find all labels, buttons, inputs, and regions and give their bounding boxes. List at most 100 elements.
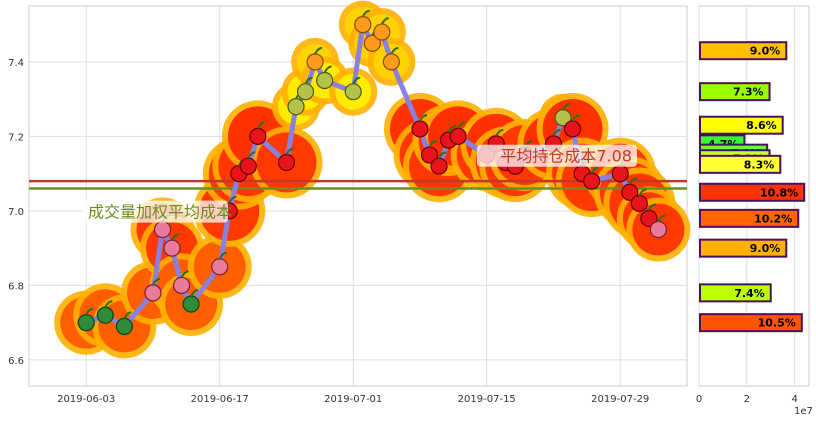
- y-tick-label: 7.2: [8, 132, 24, 143]
- fruit-marker: [382, 53, 400, 71]
- cost-labels: 成交量加权平均成本 平均持仓成本7.08: [83, 144, 637, 223]
- fruit-marker: [77, 314, 95, 332]
- y-tick-label: 7.0: [8, 207, 24, 218]
- fruit-marker: [144, 284, 162, 302]
- fruit-leaf: [571, 113, 580, 122]
- volume-x-tick-label: 0: [696, 394, 702, 405]
- volume-bar: [699, 283, 772, 303]
- fruit-marker: [296, 83, 315, 101]
- fruit-marker: [411, 120, 429, 138]
- volume-bar: [699, 182, 806, 202]
- fruit-marker: [211, 258, 229, 276]
- fruit-leaf: [562, 102, 571, 111]
- volume-bar-label: 10.8%: [760, 186, 798, 199]
- y-tick-label: 6.8: [8, 281, 24, 292]
- fruit-leaf: [190, 289, 199, 297]
- fruit-leaf: [352, 76, 361, 85]
- fruit-leaf: [361, 9, 370, 18]
- fruit-leaf: [380, 17, 389, 25]
- fruit-marker: [563, 120, 582, 138]
- fruit-marker: [277, 153, 296, 172]
- volume-bar: [699, 154, 782, 174]
- volume-bar: [699, 313, 803, 333]
- fruit-marker: [172, 276, 191, 295]
- fruit-leaf: [323, 65, 332, 73]
- fruit-leaf: [256, 121, 265, 129]
- fruit-marker: [373, 23, 391, 41]
- fruit-marker: [115, 317, 133, 335]
- volume-bar-label: 9.0%: [750, 242, 781, 255]
- cost-label: 成交量加权平均成本: [88, 203, 232, 222]
- fruit-leaf: [247, 151, 256, 159]
- fruit-marker: [306, 53, 324, 71]
- fruit-marker: [611, 165, 629, 183]
- volume-x-tick-label: 2: [744, 394, 750, 405]
- fruit-leaf: [657, 214, 666, 222]
- x-tick-label: 2019-06-17: [191, 394, 249, 405]
- volume-bar: [699, 238, 788, 258]
- volume-bar-label: 8.6%: [746, 119, 777, 132]
- fruit-marker: [316, 71, 334, 90]
- fruit-marker: [344, 83, 362, 101]
- fruit-marker: [649, 220, 667, 239]
- fruit-leaf: [85, 307, 94, 316]
- volume-bar-label: 7.4%: [734, 287, 765, 300]
- volume-bar: [699, 82, 771, 102]
- fruit-leaf: [171, 233, 180, 241]
- volume-bars: 9.0%7.3%8.6%4.7%7.0%7.3%8.3%10.8%10.2%9.…: [699, 41, 806, 333]
- x-tick-label: 2019-07-15: [458, 394, 516, 405]
- fruit-leaf: [304, 76, 313, 85]
- fruit-marker: [182, 295, 200, 313]
- volume-bar-label: 10.5%: [758, 317, 796, 330]
- volume-bar: [699, 115, 784, 135]
- volume-bar-label: 7.3%: [733, 86, 764, 99]
- x-tick-label: 2019-06-03: [57, 394, 115, 405]
- fruit-marker: [630, 194, 648, 213]
- volume-bar: [699, 41, 788, 61]
- fruit-leaf: [218, 251, 227, 260]
- fruit-marker: [96, 306, 114, 324]
- x-tick-label: 2019-07-01: [324, 394, 382, 405]
- fruit-marker: [449, 127, 467, 145]
- volume-x-ticks: 0 2 4: [696, 394, 798, 405]
- cost-label: 平均持仓成本7.08: [500, 147, 632, 166]
- fruit-leaf: [590, 166, 599, 174]
- volume-bar-label: 9.0%: [750, 45, 781, 58]
- x-tick-label: 2019-07-29: [591, 394, 649, 405]
- fruit-leaf: [419, 113, 428, 122]
- fruit-leaf: [438, 151, 447, 159]
- fruit-marker: [354, 16, 372, 34]
- cost-lines: [29, 179, 687, 190]
- fruit-leaf: [152, 277, 161, 286]
- volume-bar-label: 8.3%: [744, 158, 775, 171]
- fruit-leaf: [285, 147, 294, 155]
- fruit-leaf: [457, 121, 466, 129]
- fruit-marker: [153, 220, 172, 239]
- fruit-leaf: [104, 300, 113, 308]
- price-x-ticks: 2019-06-03 2019-06-17 2019-07-01 2019-07-15…: [57, 394, 649, 405]
- fruit-marker: [249, 127, 267, 145]
- y-tick-label: 6.6: [8, 356, 24, 367]
- fruit-leaf: [314, 46, 323, 55]
- cost-label-box: [477, 144, 637, 167]
- volume-bar: [699, 208, 800, 228]
- fruit-leaf: [390, 46, 399, 55]
- fruit-marker: [583, 172, 601, 190]
- fruit-marker: [163, 239, 181, 257]
- fruit-leaf: [180, 270, 189, 278]
- y-tick-label: 7.4: [8, 58, 24, 69]
- fruit-leaf: [228, 195, 237, 204]
- fruit-leaf: [447, 125, 456, 133]
- price-y-ticks: 6.6 6.8 7.0 7.2 7.4: [8, 58, 24, 367]
- fruit-leaf: [495, 128, 504, 137]
- fruit-leaf: [628, 177, 637, 185]
- fruit-leaf: [638, 188, 647, 196]
- fruit-marker: [430, 157, 448, 175]
- fruit-marker: [239, 157, 257, 175]
- fruit-leaf: [552, 128, 561, 137]
- cost-label-box: [83, 200, 228, 223]
- volume-bar-label: 10.2%: [754, 212, 792, 225]
- fruit-leaf: [647, 203, 656, 211]
- fruit-leaf: [428, 140, 437, 148]
